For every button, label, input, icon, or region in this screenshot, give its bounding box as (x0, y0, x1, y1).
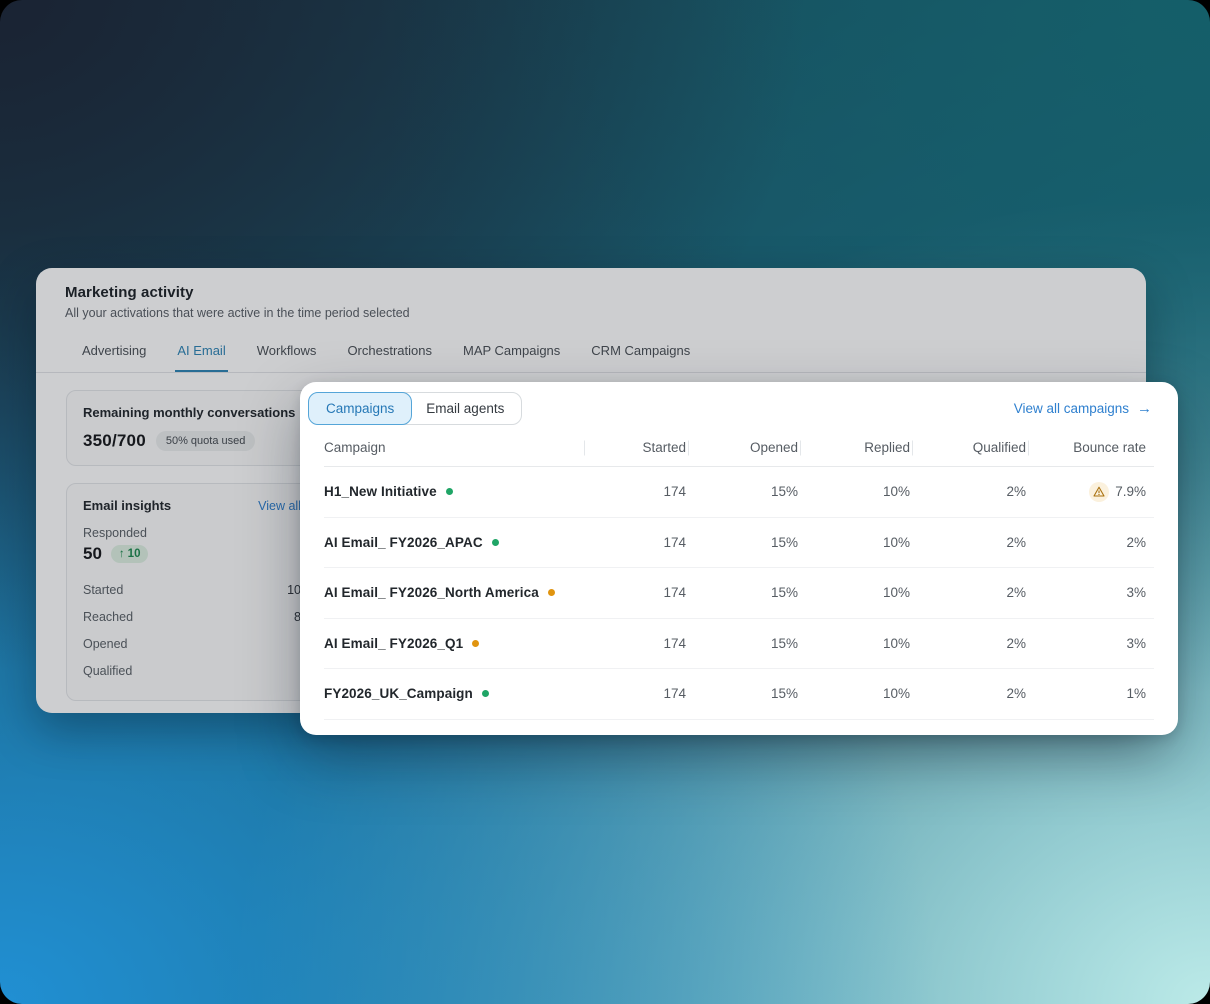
campaign-name: H1_New Initiative (324, 484, 437, 500)
stat-label: Qualified (83, 663, 133, 678)
stat-label: Opened (83, 636, 128, 651)
qualified-value: 2% (1006, 484, 1026, 500)
stat-label: Reached (83, 609, 134, 624)
popup-header: Campaigns Email agents View all campaign… (300, 382, 1178, 431)
table-row[interactable]: FY2026_UK_Campaign 174 15% 10% 2% 1% (324, 669, 1154, 720)
bounce-value: 7.9% (1115, 484, 1146, 500)
started-value: 174 (663, 686, 686, 702)
opened-value: 15% (770, 635, 798, 651)
status-dot (547, 589, 555, 597)
view-all-link[interactable]: View all (258, 498, 301, 513)
page-subtitle: All your activations that were active in… (65, 306, 410, 320)
started-value: 174 (663, 585, 686, 601)
qualified-value: 2% (1006, 635, 1026, 651)
stat-value: 8 (294, 609, 301, 624)
qualified-value: 2% (1006, 534, 1026, 550)
campaign-name: AI Email_ FY2026_APAC (324, 534, 483, 550)
insight-stats-list: Started 10 Reached 8 Opened Qualified (83, 576, 301, 684)
col-qualified: Qualified (918, 440, 1034, 455)
card-header: Marketing activity All your activations … (36, 268, 1146, 320)
activity-tabs: Advertising AI Email Workflows Orchestra… (36, 337, 1146, 373)
opened-value: 15% (770, 484, 798, 500)
replied-value: 10% (882, 534, 910, 550)
campaign-name: AI Email_ FY2026_Q1 (324, 635, 464, 651)
qualified-value: 2% (1006, 585, 1026, 601)
tab-crm-campaigns[interactable]: CRM Campaigns (591, 343, 691, 358)
col-bounce-rate: Bounce rate (1034, 440, 1154, 455)
tab-map-campaigns[interactable]: MAP Campaigns (462, 343, 561, 358)
started-value: 174 (663, 484, 686, 500)
stat-row-reached: Reached 8 (83, 603, 301, 630)
opened-value: 15% (770, 534, 798, 550)
table-row[interactable]: AI Email_ FY2026_Q1 174 15% 10% 2% 3% (324, 619, 1154, 669)
table-row[interactable]: H1_New Initiative 174 15% 10% 2% 7.9% (324, 467, 1154, 518)
bounce-value: 3% (1126, 585, 1146, 601)
view-all-campaigns-link[interactable]: View all campaigns → (1014, 400, 1154, 417)
quota-card: Remaining monthly conversations 350/700 … (66, 390, 318, 466)
opened-value: 15% (770, 686, 798, 702)
arrow-up-icon: ↑ (118, 548, 125, 560)
view-toggle: Campaigns Email agents (308, 392, 523, 425)
stat-row-qualified: Qualified (83, 657, 301, 684)
col-replied: Replied (806, 440, 918, 455)
toggle-email-agents[interactable]: Email agents (403, 392, 523, 425)
replied-value: 10% (882, 686, 910, 702)
tab-workflows[interactable]: Workflows (256, 343, 317, 358)
arrow-right-icon: → (1137, 400, 1152, 417)
campaigns-table: Campaign Started Opened Replied Qualifie… (300, 431, 1178, 720)
col-campaign: Campaign (324, 440, 386, 455)
table-row[interactable]: AI Email_ FY2026_APAC 174 15% 10% 2% 2% (324, 518, 1154, 568)
warning-triangle-icon (1089, 481, 1110, 502)
bounce-value: 1% (1126, 686, 1146, 702)
qualified-value: 2% (1006, 686, 1026, 702)
campaign-name: AI Email_ FY2026_North America (324, 585, 539, 601)
tab-orchestrations[interactable]: Orchestrations (347, 343, 432, 358)
card-content: Remaining monthly conversations 350/700 … (36, 373, 1146, 701)
bounce-value: 2% (1126, 534, 1146, 550)
table-row[interactable]: AI Email_ FY2026_North America 174 15% 1… (324, 568, 1154, 619)
campaign-name: FY2026_UK_Campaign (324, 686, 473, 702)
bounce-value: 3% (1126, 635, 1146, 651)
page-title: Marketing activity (65, 284, 194, 301)
table-header-row: Campaign Started Opened Replied Qualifie… (324, 431, 1154, 467)
status-dot (491, 538, 499, 546)
status-dot (481, 690, 489, 698)
opened-value: 15% (770, 585, 798, 601)
tab-advertising[interactable]: Advertising (82, 343, 147, 358)
responded-delta-badge: ↑ 10 (110, 545, 149, 563)
quota-value: 350/700 (83, 431, 146, 450)
col-started: Started (590, 440, 694, 455)
stat-row-started: Started 10 (83, 576, 301, 603)
started-value: 174 (663, 635, 686, 651)
view-all-campaigns-label: View all campaigns (1013, 401, 1129, 416)
tab-ai-email[interactable]: AI Email (175, 337, 228, 372)
quota-used-badge: 50% quota used (155, 431, 256, 451)
email-insights-title: Email insights (83, 498, 172, 513)
responded-delta-value: 10 (127, 548, 141, 560)
replied-value: 10% (882, 585, 910, 601)
stat-value: 10 (287, 582, 301, 597)
stat-label: Started (83, 582, 124, 597)
col-opened: Opened (694, 440, 806, 455)
responded-value: 50 (83, 544, 102, 563)
toggle-campaigns[interactable]: Campaigns (308, 392, 413, 425)
stat-row-opened: Opened (83, 630, 301, 657)
started-value: 174 (663, 534, 686, 550)
campaigns-popup: Campaigns Email agents View all campaign… (300, 382, 1178, 735)
status-dot (445, 488, 453, 496)
status-dot (472, 639, 480, 647)
quota-card-title: Remaining monthly conversations (83, 405, 296, 420)
email-insights-card: Email insights View all Responded 50 ↑ 1… (66, 483, 318, 701)
replied-value: 10% (882, 484, 910, 500)
responded-label: Responded (83, 526, 147, 540)
replied-value: 10% (882, 635, 910, 651)
